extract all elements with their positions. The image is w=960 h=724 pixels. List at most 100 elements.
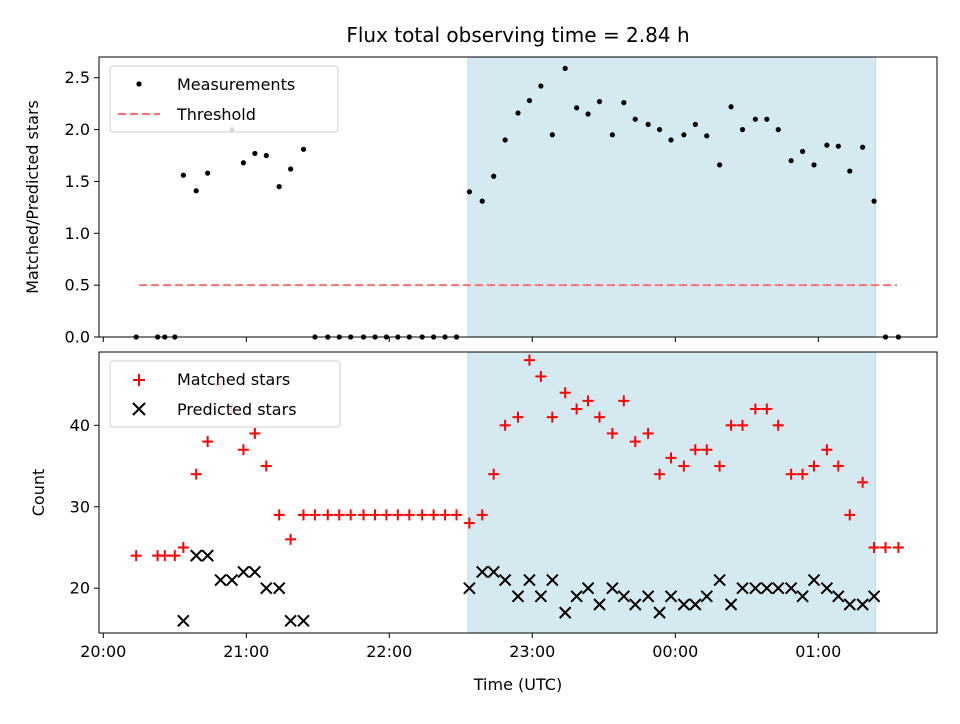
measurement-point <box>479 198 485 204</box>
matched-star-point <box>130 550 142 562</box>
matched-star-point <box>309 509 321 521</box>
matched-star-point <box>403 509 415 521</box>
measurement-point <box>739 126 746 133</box>
x-axis-label: Time (UTC) <box>473 675 562 694</box>
matched-star-point <box>169 550 181 562</box>
measurement-point <box>300 146 307 152</box>
predicted-star-point <box>272 581 286 595</box>
predicted-star-point <box>617 590 631 603</box>
x-tick-label: 22:00 <box>366 642 412 661</box>
predicted-star-point <box>190 549 203 562</box>
matched-star-point <box>260 460 272 472</box>
matched-star-point <box>714 460 726 472</box>
measurement-point <box>871 198 877 204</box>
y-tick-label: 2.0 <box>65 120 90 139</box>
legend-label-matched: Matched stars <box>177 370 290 389</box>
legend-label-predicted: Predicted stars <box>177 400 297 419</box>
matched-star-point <box>237 444 249 456</box>
matched-star-point <box>606 427 618 439</box>
y-tick-label: 1.5 <box>65 172 90 191</box>
matched-star-point <box>512 411 524 423</box>
predicted-star-point <box>832 590 845 603</box>
measurement-point <box>621 100 627 106</box>
matched-star-point <box>285 533 297 545</box>
x-tick-label: 00:00 <box>652 642 698 661</box>
matched-star-point <box>797 468 809 480</box>
y-tick-label: 1.0 <box>65 224 90 243</box>
y-tick-label: 30 <box>70 497 90 516</box>
measurement-point <box>824 142 830 148</box>
measurement-point <box>549 132 555 138</box>
measurement-point <box>835 143 841 149</box>
predicted-star-point <box>653 606 666 619</box>
predicted-star-point <box>463 581 476 595</box>
matched-star-point <box>297 509 309 521</box>
matched-star-point <box>629 436 641 448</box>
measurement-point <box>596 98 603 105</box>
measurement-point <box>728 104 734 110</box>
matched-star-point <box>594 411 606 423</box>
predicted-star-point <box>606 581 619 595</box>
measurement-point <box>752 116 758 122</box>
legend-label-measurements: Measurements <box>177 75 295 94</box>
predicted-star-point <box>843 598 856 611</box>
matched-star-point <box>428 509 440 521</box>
matched-star-point <box>535 370 547 382</box>
predicted-star-point <box>581 581 595 595</box>
measurement-point <box>538 83 544 89</box>
bottom-y-ticks: 20 30 40 <box>70 416 99 598</box>
matched-star-point <box>868 541 880 553</box>
matched-star-point <box>439 509 451 521</box>
measurement-point <box>515 110 521 116</box>
predicted-star-point <box>784 581 798 595</box>
predicted-star-point <box>713 573 726 587</box>
measurement-point <box>764 116 770 122</box>
predicted-star-point <box>641 590 655 603</box>
matched-star-point <box>582 395 594 407</box>
measurement-point <box>288 166 294 172</box>
predicted-star-point <box>689 598 702 611</box>
measurement-point <box>704 133 710 139</box>
predicted-star-point <box>225 573 239 587</box>
measurement-point <box>180 172 186 178</box>
measurement-point <box>205 170 211 176</box>
matched-star-point <box>821 444 833 456</box>
matched-star-point <box>202 436 214 448</box>
predicted-star-point <box>487 565 500 579</box>
y-tick-label: 0.5 <box>65 276 90 295</box>
measurement-point <box>681 132 687 138</box>
top-panel: 0.0 0.5 1.0 1.5 2.0 2.5 Matched/Predicted sta… <box>23 56 938 347</box>
top-data-marks <box>133 65 901 340</box>
matched-star-point <box>392 509 404 521</box>
matched-star-point <box>499 419 511 431</box>
predicted-star-point <box>476 565 489 579</box>
predicted-star-point <box>284 614 297 627</box>
predicted-star-point <box>736 581 749 595</box>
legend-label-threshold: Threshold <box>176 105 256 124</box>
matched-star-point <box>701 444 713 456</box>
predicted-star-point <box>664 590 678 603</box>
matched-star-point <box>488 468 500 480</box>
top-y-axis-label: Matched/Predicted stars <box>23 100 42 294</box>
matched-star-point <box>159 550 171 562</box>
legend-marker-matched <box>133 374 145 386</box>
measurement-point <box>193 188 199 194</box>
predicted-star-point <box>570 590 583 603</box>
predicted-star-point <box>807 573 821 587</box>
matched-star-point <box>737 419 749 431</box>
predicted-star-point <box>796 590 809 603</box>
predicted-star-point <box>523 573 536 587</box>
x-tick-label: 20:00 <box>80 642 126 661</box>
predicted-star-point <box>546 573 559 587</box>
predicted-star-point <box>498 573 512 587</box>
y-tick-label: 2.5 <box>65 68 90 87</box>
predicted-star-point <box>820 581 834 595</box>
measurement-point <box>574 105 580 111</box>
matched-star-point <box>571 403 583 415</box>
predicted-star-point <box>629 598 642 611</box>
matched-star-point <box>725 419 737 431</box>
matched-star-point <box>249 427 261 439</box>
measurement-point <box>263 152 269 159</box>
